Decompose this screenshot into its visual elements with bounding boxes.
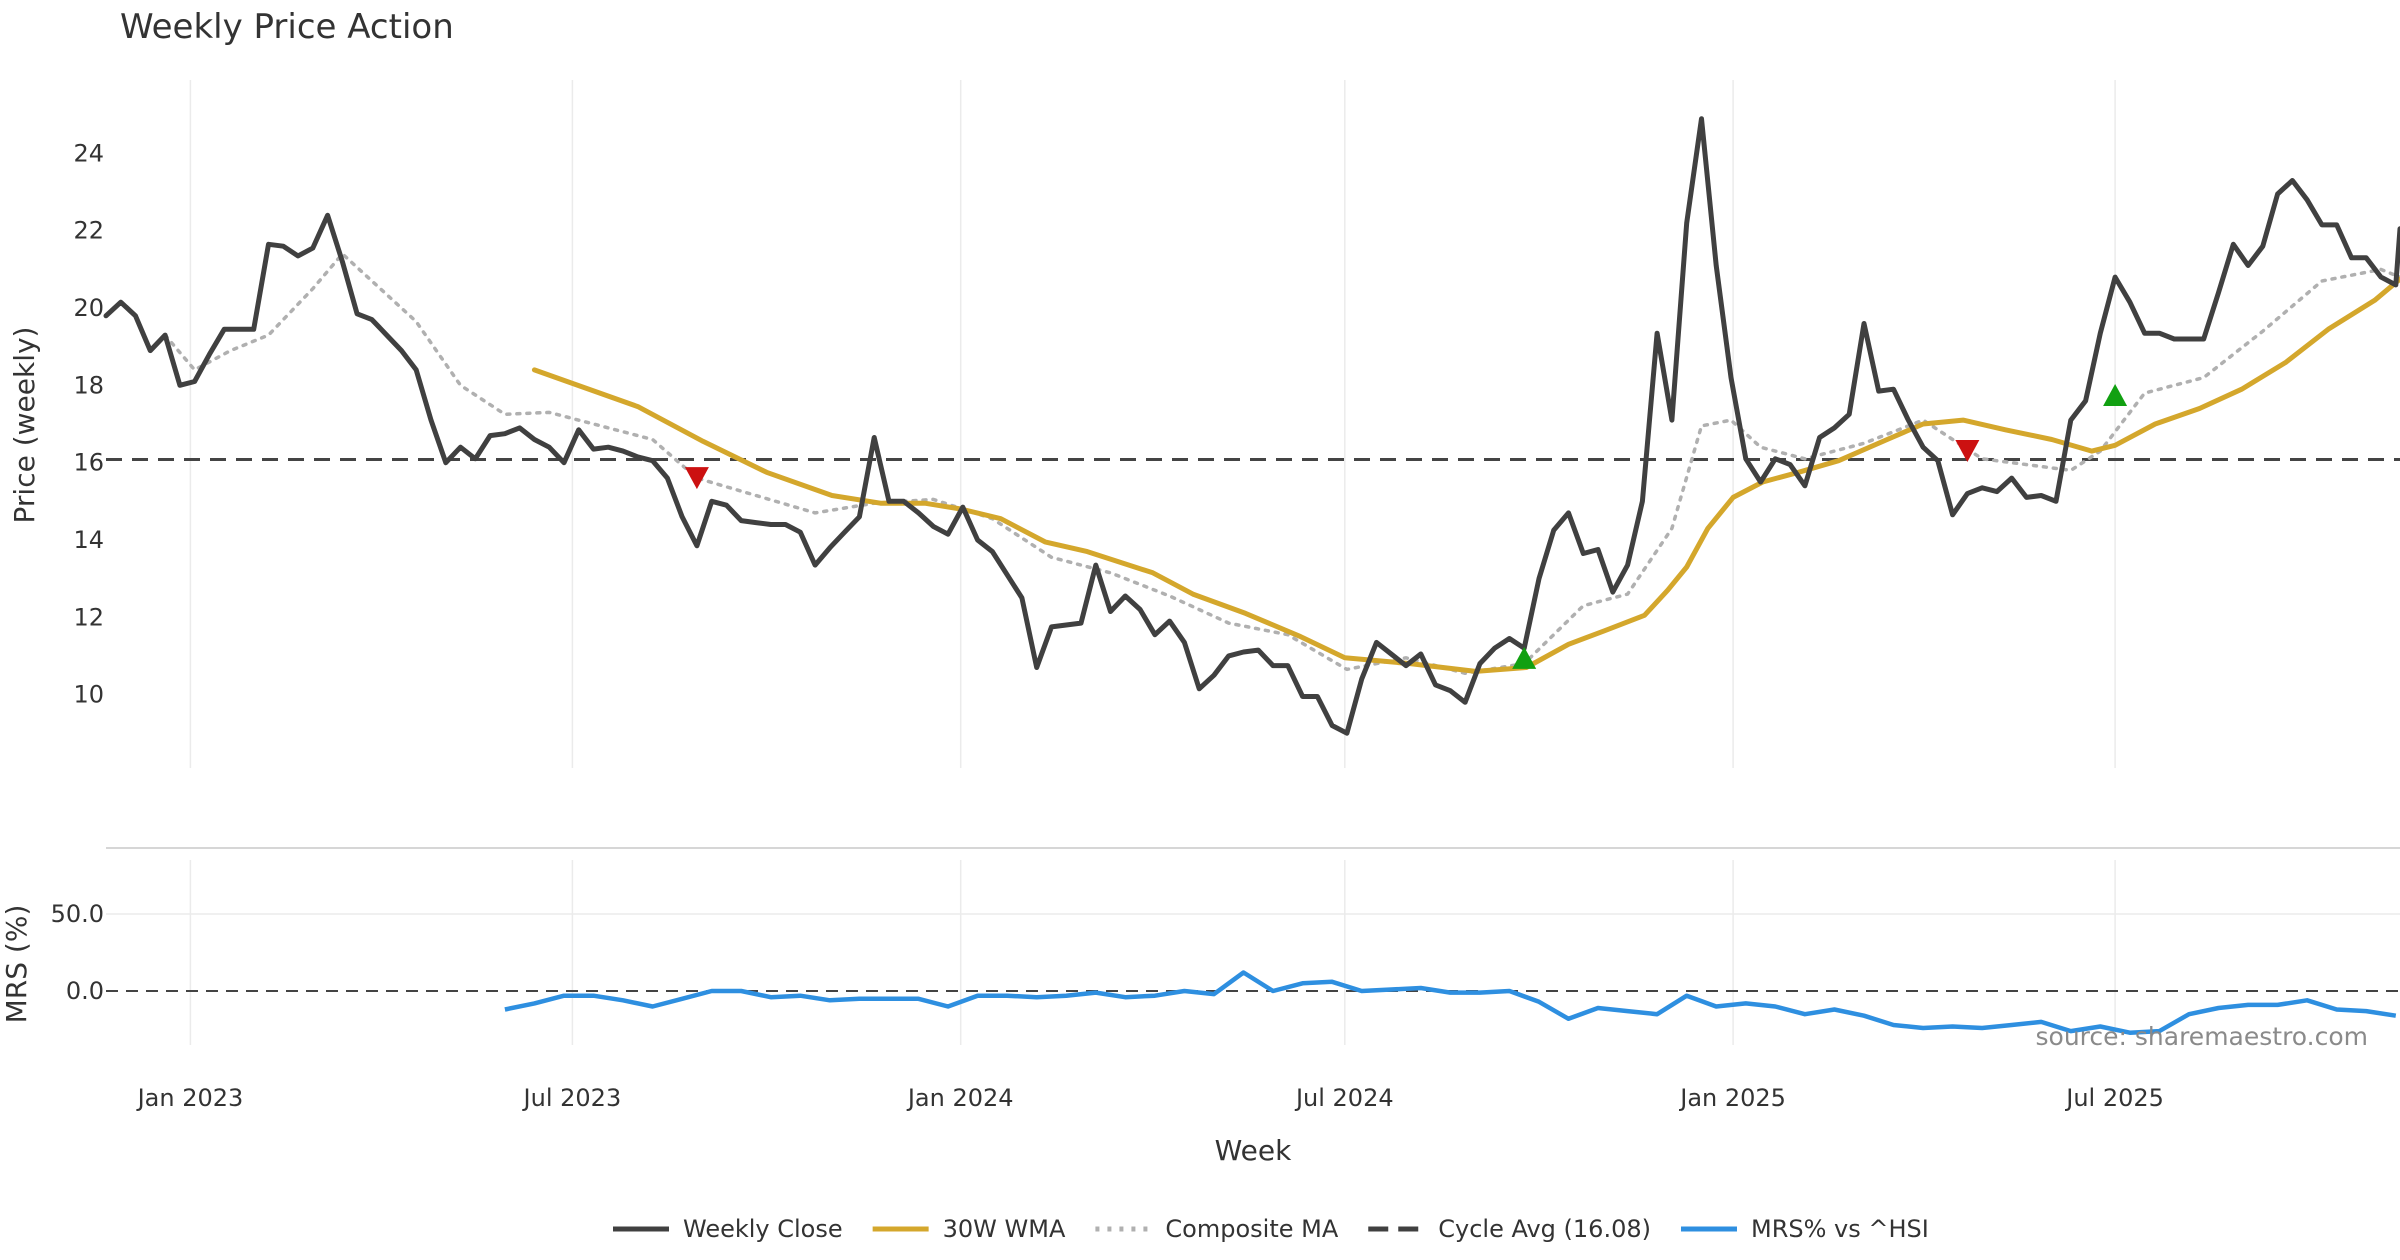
legend-item: Weekly Close: [613, 1215, 843, 1243]
x-tick-label: Jan 2024: [906, 1084, 1014, 1112]
mrs-y-ticks: 0.0 50.0: [51, 900, 104, 1005]
legend-label: Composite MA: [1165, 1215, 1338, 1243]
price-y-tick-label: 14: [73, 526, 104, 554]
mrs-y-tick-label: 0.0: [66, 977, 104, 1005]
mrs-axis-label: MRS (%): [0, 905, 33, 1024]
legend-item: MRS% vs ^HSI: [1680, 1215, 1929, 1243]
price-gridlines: [189, 80, 2116, 768]
legend: Weekly Close 30W WMA Composite MA Cycle Avg…: [613, 1215, 1929, 1243]
price-y-tick-label: 18: [73, 371, 104, 399]
legend-item: 30W WMA: [872, 1215, 1066, 1243]
sell-signal-marker: [1955, 440, 1980, 463]
x-tick-label: Jul 2023: [522, 1084, 622, 1112]
x-axis-ticks: Jan 2023 Jul 2023 Jan 2024 Jul 2024 Jan 2025…: [136, 1084, 2164, 1112]
chart-title: Weekly Price Action: [120, 7, 454, 47]
price-axis-label: Price (weekly): [8, 327, 41, 524]
price-y-tick-label: 12: [73, 603, 104, 631]
series-30w-wma: [531, 276, 2400, 674]
legend-label: Weekly Close: [683, 1215, 843, 1243]
price-y-ticks: 10 12 14 16 18 20 22 24: [73, 139, 104, 708]
price-y-tick-label: 24: [73, 139, 104, 167]
price-y-tick-label: 10: [73, 681, 104, 709]
series-weekly-close: [103, 116, 2400, 736]
mrs-series: [504, 970, 2397, 1035]
legend-label: Cycle Avg (16.08): [1438, 1215, 1651, 1243]
price-y-tick-label: 16: [73, 449, 104, 477]
mrs-gridlines: [106, 860, 2400, 1045]
x-axis-label: Week: [1215, 1134, 1292, 1167]
signal-markers: [684, 384, 2128, 669]
buy-signal-marker: [2103, 384, 2128, 407]
series-mrs: [504, 970, 2397, 1035]
legend-item: Composite MA: [1095, 1215, 1339, 1243]
price-series: [103, 116, 2400, 736]
price-y-tick-label: 22: [73, 217, 104, 245]
source-credit: source: sharemaestro.com: [2036, 1022, 2369, 1051]
x-tick-label: Jul 2024: [1294, 1084, 1394, 1112]
price-y-tick-label: 20: [73, 294, 104, 322]
mrs-y-tick-label: 50.0: [51, 900, 104, 928]
legend-label: 30W WMA: [943, 1215, 1066, 1243]
x-tick-label: Jan 2025: [1678, 1084, 1786, 1112]
buy-signal-marker: [1512, 646, 1537, 669]
series-composite-ma: [163, 252, 2400, 676]
legend-label: MRS% vs ^HSI: [1751, 1215, 1929, 1243]
sell-signal-marker: [684, 467, 709, 490]
legend-item: Cycle Avg (16.08): [1368, 1215, 1651, 1243]
x-tick-label: Jul 2025: [2064, 1084, 2164, 1112]
x-tick-label: Jan 2023: [136, 1084, 244, 1112]
